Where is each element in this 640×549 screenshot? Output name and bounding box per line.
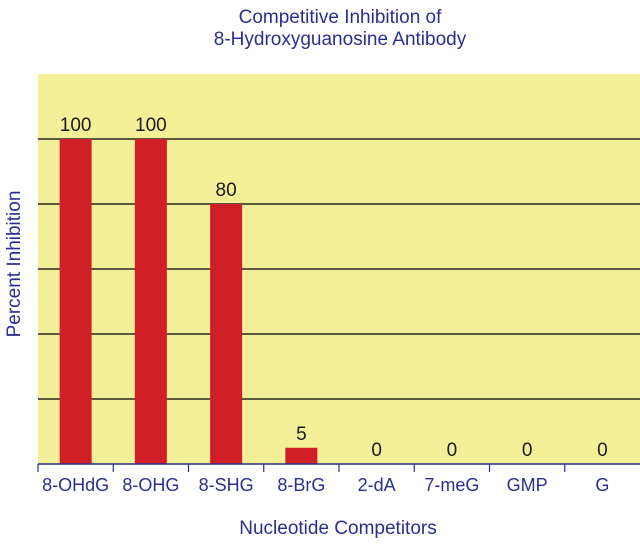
bar-8-BrG bbox=[285, 447, 318, 464]
x-tick-label-2-dA: 2-dA bbox=[358, 475, 396, 495]
x-axis-title: Nucleotide Competitors bbox=[239, 518, 436, 539]
data-label-7-meG: 0 bbox=[447, 440, 458, 461]
bar-8-OHG bbox=[134, 139, 167, 464]
bar-8-SHG bbox=[210, 204, 243, 464]
data-label-G: 0 bbox=[597, 440, 608, 461]
chart-title-line-2: 8-Hydroxyguanosine Antibody bbox=[214, 29, 467, 50]
data-labels: 100 100 80 5 0 0 0 0 bbox=[60, 115, 608, 461]
data-label-8-OHG: 100 bbox=[135, 115, 167, 136]
x-tick-label-G: G bbox=[595, 475, 609, 495]
chart-title-line-1: Competitive Inhibition of bbox=[239, 7, 442, 28]
data-label-8-OHdG: 100 bbox=[60, 115, 92, 136]
x-tick-label-7-meG: 7-meG bbox=[424, 475, 479, 495]
data-label-8-BrG: 5 bbox=[296, 424, 307, 445]
data-label-2-dA: 0 bbox=[371, 440, 382, 461]
x-tick-label-8-OHG: 8-OHG bbox=[122, 475, 179, 495]
y-axis-title: Percent Inhibition bbox=[4, 191, 25, 338]
x-axis-tick-labels: 8-OHdG 8-OHG 8-SHG 8-BrG 2-dA 7-meG GMP G bbox=[42, 475, 609, 495]
data-label-8-SHG: 80 bbox=[216, 180, 237, 201]
x-tick-label-8-BrG: 8-BrG bbox=[277, 475, 325, 495]
x-tick-label-GMP: GMP bbox=[507, 475, 548, 495]
x-tick-label-8-OHdG: 8-OHdG bbox=[42, 475, 109, 495]
x-axis-ticks bbox=[37, 464, 566, 472]
data-label-GMP: 0 bbox=[522, 440, 533, 461]
bars bbox=[59, 139, 318, 464]
x-tick-label-8-SHG: 8-SHG bbox=[199, 475, 254, 495]
bar-8-OHdG bbox=[59, 139, 92, 464]
